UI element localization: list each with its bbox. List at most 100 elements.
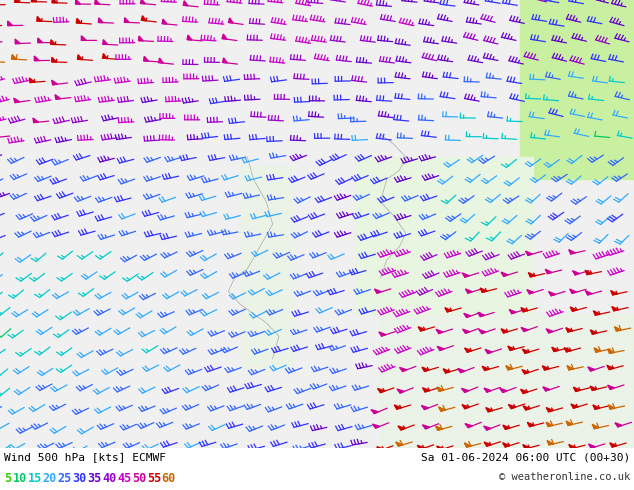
Polygon shape [377,389,385,392]
Polygon shape [37,17,42,21]
Polygon shape [482,366,489,370]
Polygon shape [484,426,491,430]
Polygon shape [566,421,573,425]
Polygon shape [98,18,103,23]
Polygon shape [506,366,512,370]
Text: 15: 15 [28,472,42,485]
Polygon shape [573,270,579,275]
Polygon shape [398,426,405,430]
Polygon shape [545,269,552,273]
Polygon shape [569,249,575,254]
Polygon shape [464,443,471,447]
Polygon shape [462,405,469,409]
Polygon shape [14,98,20,102]
Polygon shape [371,410,378,414]
Polygon shape [11,54,16,59]
Polygon shape [15,0,20,2]
Polygon shape [417,445,424,449]
Text: 25: 25 [58,472,72,485]
Text: 30: 30 [72,472,87,485]
Polygon shape [593,405,600,409]
Polygon shape [396,442,403,446]
Polygon shape [374,289,382,293]
Polygon shape [437,346,444,350]
Polygon shape [522,369,529,374]
Polygon shape [542,366,549,370]
Polygon shape [141,0,145,4]
Polygon shape [436,329,443,334]
Polygon shape [608,405,615,409]
Polygon shape [567,366,574,370]
Polygon shape [478,312,484,317]
Polygon shape [372,424,380,428]
Polygon shape [526,251,533,255]
Polygon shape [223,58,228,63]
Polygon shape [590,386,597,391]
Polygon shape [607,365,614,369]
Polygon shape [571,404,578,408]
Polygon shape [527,422,534,427]
Polygon shape [51,40,56,45]
Polygon shape [570,289,576,294]
Polygon shape [480,288,487,293]
Text: 5: 5 [4,472,11,485]
Polygon shape [465,423,472,428]
Polygon shape [422,425,430,429]
Polygon shape [528,272,535,277]
Bar [520,0,634,179]
Polygon shape [527,290,534,294]
Polygon shape [51,57,56,62]
Text: Wind 500 hPa [kts] ECMWF: Wind 500 hPa [kts] ECMWF [4,452,166,463]
Polygon shape [29,78,35,82]
Polygon shape [552,347,559,351]
Polygon shape [590,330,597,334]
Polygon shape [76,18,81,23]
Polygon shape [508,346,515,350]
Polygon shape [509,310,516,314]
Text: © weatheronline.co.uk: © weatheronline.co.uk [499,472,630,482]
Polygon shape [500,389,507,392]
Polygon shape [546,422,553,426]
Polygon shape [569,444,576,449]
Polygon shape [564,347,571,352]
Polygon shape [422,367,429,371]
Polygon shape [523,406,530,410]
Polygon shape [55,95,61,99]
Polygon shape [52,0,57,3]
Polygon shape [51,80,58,85]
Polygon shape [462,389,469,392]
Polygon shape [548,292,555,296]
Text: 20: 20 [42,472,57,485]
Polygon shape [484,442,491,446]
Text: 10: 10 [13,472,27,485]
Bar [380,314,634,448]
Text: Sa 01-06-2024 06:00 UTC (00+30): Sa 01-06-2024 06:00 UTC (00+30) [421,452,630,463]
Polygon shape [422,406,429,410]
Polygon shape [38,38,42,43]
Polygon shape [81,36,86,40]
Polygon shape [103,53,107,58]
Polygon shape [546,329,553,333]
Polygon shape [228,18,233,23]
Polygon shape [485,349,492,353]
Polygon shape [522,349,529,353]
Polygon shape [593,311,600,315]
Polygon shape [141,16,146,21]
Polygon shape [503,443,510,447]
Polygon shape [611,291,618,295]
Polygon shape [95,0,100,4]
Polygon shape [585,291,592,295]
Text: 60: 60 [162,472,176,485]
Polygon shape [501,272,508,276]
Polygon shape [486,408,493,412]
Polygon shape [77,55,82,60]
Polygon shape [594,348,600,352]
Polygon shape [608,349,614,353]
Polygon shape [445,308,451,312]
Polygon shape [585,270,592,274]
Polygon shape [566,328,573,332]
Polygon shape [523,444,529,449]
Polygon shape [443,369,450,373]
Polygon shape [615,423,622,427]
Polygon shape [503,425,510,429]
